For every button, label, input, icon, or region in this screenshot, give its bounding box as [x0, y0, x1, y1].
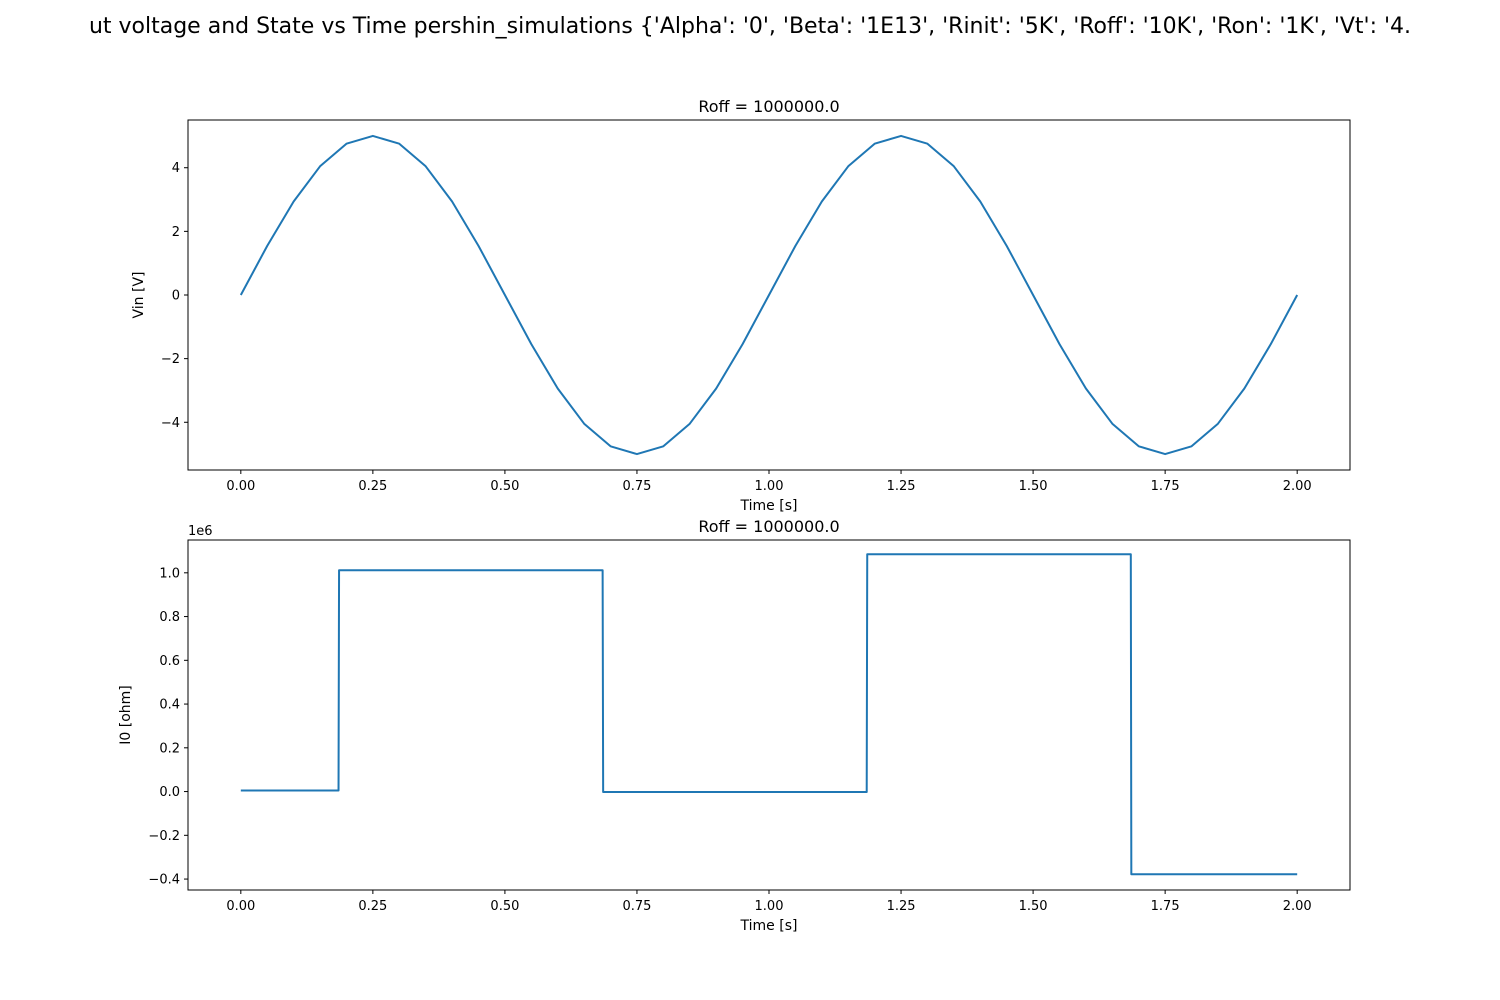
- x-tick-label: 0.50: [490, 899, 519, 914]
- y-tick-label: −0.4: [148, 873, 180, 888]
- x-tick-label: 0.25: [358, 479, 387, 494]
- x-tick-label: 1.75: [1151, 479, 1180, 494]
- y-tick-label: 0: [172, 289, 180, 304]
- subplot-2: Roff = 1000000.0 0.00 0.25 0.50 0.75 1.00 1.25…: [118, 517, 1351, 934]
- x-tick-label: 0.75: [622, 479, 651, 494]
- x-tick-label: 2.00: [1283, 899, 1312, 914]
- y-tick-label: 0.6: [159, 654, 180, 669]
- x-tick-label: 0.75: [622, 899, 651, 914]
- y-tick-label: 0.2: [159, 741, 180, 756]
- x-tick-label: 1.00: [755, 479, 784, 494]
- subplot-1: Roff = 1000000.0 0.00 0.25 0.50 0.75 1.00 1.25…: [131, 97, 1351, 514]
- x-tick-label: 1.50: [1019, 899, 1048, 914]
- x-tick-label: 1.50: [1019, 479, 1048, 494]
- x-tick-label: 0.00: [226, 899, 255, 914]
- series-line: [239, 134, 1299, 456]
- x-axis-label: Time [s]: [740, 498, 798, 514]
- figure-suptitle: ut voltage and State vs Time pershin_sim…: [88, 14, 1412, 39]
- y-tick-label: 0.4: [159, 698, 180, 713]
- series-line: [240, 553, 1298, 876]
- x-tick-label: 1.25: [887, 899, 916, 914]
- y-tick-label: 4: [172, 161, 180, 176]
- y-tick-label: −2: [161, 352, 180, 367]
- y-tick-label: 0.8: [159, 610, 180, 625]
- y-tick-label: 0.0: [159, 785, 180, 800]
- y-tick-label: −0.2: [148, 829, 180, 844]
- x-tick-label: 1.25: [887, 479, 916, 494]
- y-axis-label: Vin [V]: [131, 272, 147, 319]
- y-axis-label: I0 [ohm]: [118, 685, 134, 745]
- y-tick-label: 2: [172, 225, 180, 240]
- axes-frame: [187, 539, 1351, 891]
- y-tick-label: 1.0: [159, 566, 180, 581]
- y-offset-label: 1e6: [188, 524, 213, 539]
- subplot-title: Roff = 1000000.0: [698, 517, 839, 536]
- x-tick-label: 2.00: [1283, 479, 1312, 494]
- y-tick-label: −4: [161, 416, 180, 431]
- x-tick-label: 1.00: [755, 899, 784, 914]
- x-tick-label: 0.00: [226, 479, 255, 494]
- subplot-title: Roff = 1000000.0: [698, 97, 839, 116]
- x-tick-label: 1.75: [1151, 899, 1180, 914]
- x-axis-label: Time [s]: [740, 918, 798, 934]
- x-tick-label: 0.50: [490, 479, 519, 494]
- x-tick-label: 0.25: [358, 899, 387, 914]
